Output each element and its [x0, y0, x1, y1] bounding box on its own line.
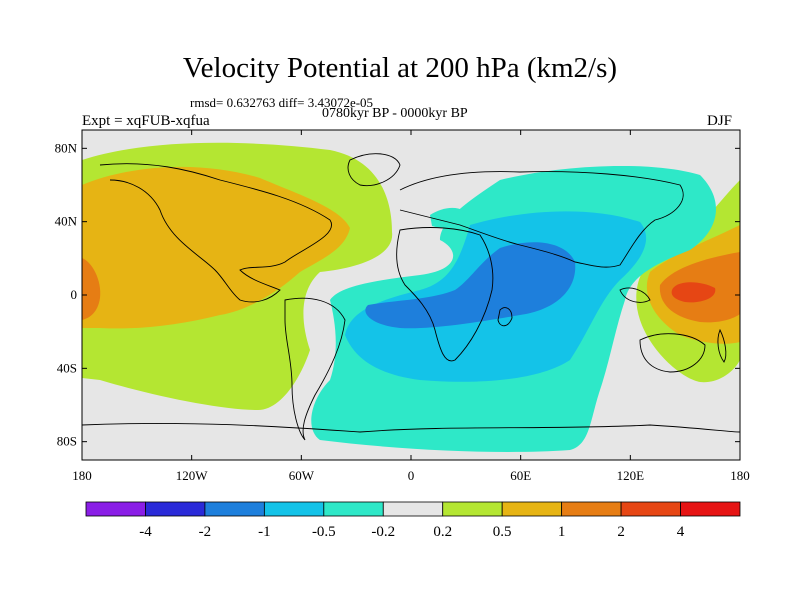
longitude-labels: 180 120W 60W 0 60E 120E 180	[72, 468, 750, 483]
colorbar	[85, 501, 741, 517]
lat-label: 80N	[55, 140, 78, 155]
colorbar-label: 4	[677, 524, 685, 540]
lat-label: 40S	[57, 360, 77, 375]
lon-label: 120W	[176, 468, 209, 483]
colorbar-label: -0.5	[312, 524, 336, 540]
colorbar-swatch	[145, 501, 206, 517]
lon-label: 0	[408, 468, 415, 483]
colorbar-swatch	[382, 501, 444, 517]
contour-pos-0.5-west	[82, 166, 350, 329]
colorbar-label: -0.2	[371, 524, 395, 540]
axis-ticks	[81, 130, 741, 460]
season-label: DJF	[707, 113, 733, 129]
rmsd-diff-stats: rmsd= 0.632763 diff= 3.43072e-05	[190, 95, 374, 110]
contour-pos-1-west	[82, 258, 101, 320]
contour-pos-2-east	[671, 282, 716, 303]
australia-coast	[639, 333, 706, 373]
eurasia-coast	[399, 171, 684, 268]
south-america-coast	[284, 297, 346, 441]
colorbar-swatch	[501, 501, 563, 517]
madagascar-coast	[497, 307, 513, 327]
latitude-labels: 80N 40N 0 40S 80S	[55, 140, 78, 448]
lon-label: 120E	[617, 468, 645, 483]
lon-label: 180	[730, 468, 750, 483]
colorbar-label: -1	[258, 524, 271, 540]
colorbar-swatch	[263, 501, 325, 517]
contour-neg-0.2-small	[430, 207, 470, 228]
colorbar-swatch	[204, 501, 265, 517]
colorbar-swatch	[561, 501, 622, 517]
time-period: 0780kyr BP - 0000kyr BP	[322, 106, 468, 121]
map-plot-area	[82, 130, 740, 460]
lat-label: 80S	[57, 434, 77, 449]
colorbar-swatch	[680, 501, 741, 517]
colorbar-label: 0.2	[433, 524, 452, 540]
coastlines	[82, 153, 740, 441]
lat-label: 0	[71, 287, 78, 302]
colorbar-label: 0.5	[493, 524, 512, 540]
greenland-coast	[347, 153, 401, 187]
colorbar-swatch	[85, 501, 146, 517]
antarctica-coast	[82, 422, 740, 433]
colorbar-labels: -4 -2 -1 -0.5 -0.2 0.2 0.5 1 2 4	[139, 524, 685, 540]
colorbar-swatch	[323, 501, 384, 517]
colorbar-label: -4	[139, 524, 152, 540]
lon-label: 60W	[289, 468, 315, 483]
contour-neg-1	[365, 242, 576, 329]
colorbar-label: -2	[199, 524, 212, 540]
lon-label: 180	[72, 468, 92, 483]
lat-label: 40N	[55, 214, 78, 229]
north-america-coast	[99, 163, 333, 303]
colorbar-label: 1	[558, 524, 566, 540]
maritime-continent-coast	[619, 287, 651, 303]
colorbar-swatch	[442, 501, 503, 517]
africa-coast	[396, 227, 494, 362]
lon-label: 60E	[510, 468, 531, 483]
map-title: Velocity Potential at 200 hPa (km2/s)	[182, 52, 618, 84]
colorbar-swatch	[620, 501, 681, 517]
new-zealand-coast	[717, 328, 727, 363]
experiment-label: Expt = xqFUB-xqfua	[82, 113, 210, 129]
colorbar-label: 2	[617, 524, 625, 540]
